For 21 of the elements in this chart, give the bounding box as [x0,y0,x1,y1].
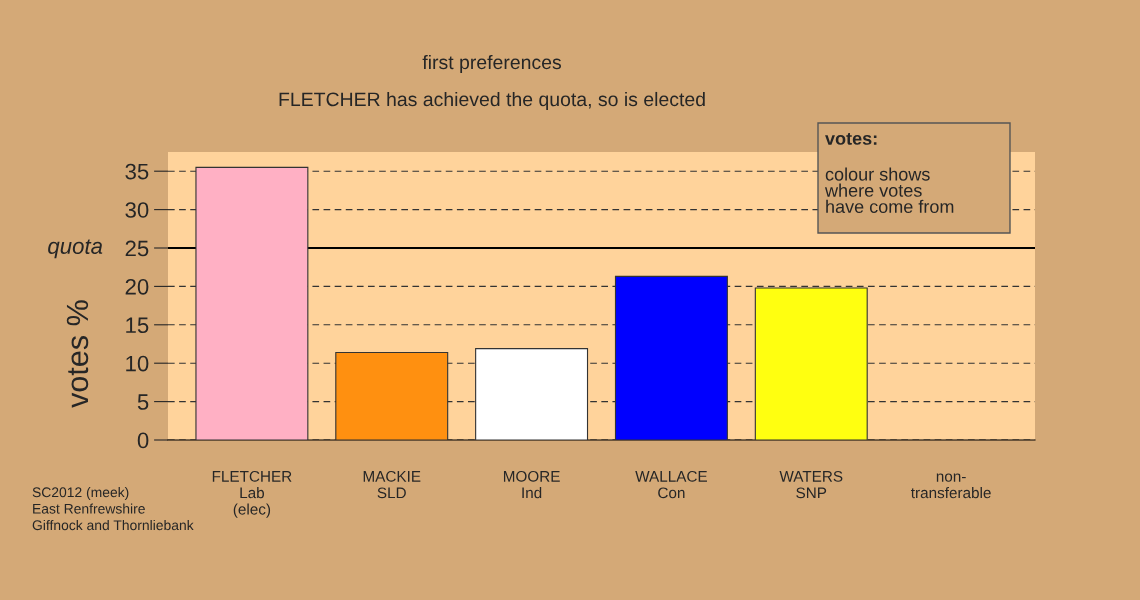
y-tick-label: 5 [137,394,149,410]
y-tick-label: 0 [137,432,149,449]
annotation: colour shows where votes have come from [824,167,954,214]
ref-line-label: quota [48,239,103,259]
x-tick-label: MOORE Ind [503,470,560,499]
y-tick-label: 30 [125,202,149,218]
y-tick-label: 35 [125,163,149,180]
y-tick-label: 15 [126,317,149,334]
y-tick-label: 10 [126,355,149,372]
chart-title: first preferences [422,54,562,74]
text: votes: [825,132,877,145]
text: SC2012 (meek) East Renfrewshire Giffnock and Thornliebank [32,487,194,531]
y-axis-title: votes % [66,300,89,408]
x-tick-label: MACKIE SLD [363,470,421,499]
x-tick-label: WALLACE Con [635,470,707,499]
y-tick-label: 25 [125,240,149,257]
x-tick-label: non- transferable [910,473,991,499]
y-tick-label: 20 [125,278,149,295]
chart-subtitle: FLETCHER has achieved the quota, so is elected [279,91,705,111]
x-tick-label: WATERS SNP [779,470,843,499]
x-tick-label: FLETCHER Lab (elec) [212,470,292,518]
